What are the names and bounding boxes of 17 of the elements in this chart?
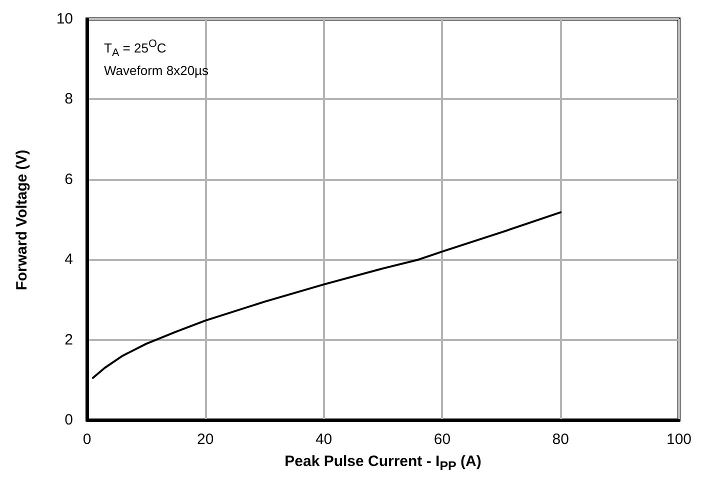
x-tick-label: 80 xyxy=(552,431,569,448)
line-series xyxy=(92,211,562,379)
y-tick-label: 0 xyxy=(64,412,73,428)
x-tick-label: 100 xyxy=(666,431,692,448)
y-tick-label: 2 xyxy=(64,331,73,348)
annotation: Waveform 8x20µs xyxy=(104,62,209,78)
y-axis-title: Forward Voltage (V) xyxy=(14,150,30,290)
y-tick-label: 4 xyxy=(64,251,73,268)
annotation: T$_{A}$ = 25$^{O}$C xyxy=(104,38,166,59)
x-tick-label: 20 xyxy=(197,431,214,448)
x-tick-label: 40 xyxy=(315,431,332,448)
y-tick-label: 10 xyxy=(56,10,73,28)
y-tick-label: 6 xyxy=(64,170,73,188)
y-tick-label: 8 xyxy=(64,90,73,108)
x-tick-label: 0 xyxy=(82,431,92,448)
x-tick-label: 60 xyxy=(434,431,451,448)
x-axis-title: Peak Pulse Current - I$_{PP}$ (A) xyxy=(284,453,482,473)
